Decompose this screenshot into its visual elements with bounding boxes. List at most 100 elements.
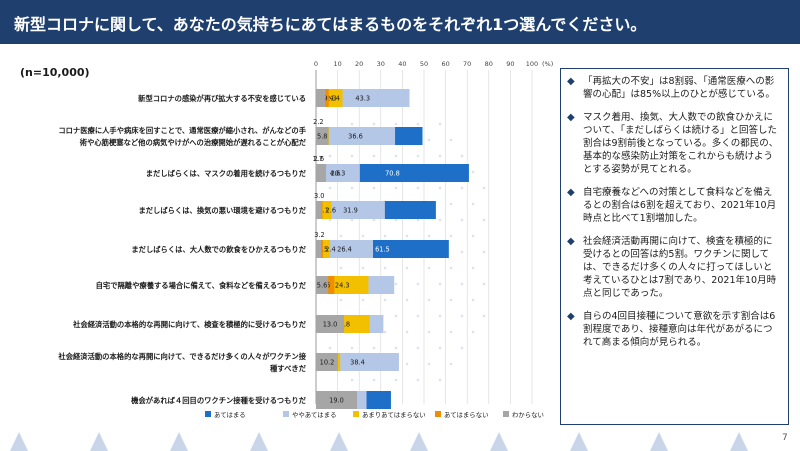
data-label: 61.5 — [375, 246, 390, 254]
pattern-dot — [372, 346, 376, 350]
pattern-dot — [449, 138, 453, 142]
finding-note: ◆ マスク着用、換気、大人数での飲食ひかえについて、「まだしばらくは続ける」と回答… — [567, 111, 780, 176]
bar-segment — [316, 201, 322, 219]
x-tick-label: 10 — [333, 60, 341, 68]
pattern-dot — [328, 154, 332, 158]
finding-text: 自宅療養などへの対策として食料などを備えるとの割合は6割を超えており、2021年… — [583, 187, 777, 224]
x-tick-label: 30 — [377, 60, 385, 68]
decoration-triangle — [570, 432, 588, 451]
pattern-dot — [471, 298, 475, 302]
pattern-dot — [416, 282, 420, 286]
pattern-dot — [383, 234, 387, 238]
pattern-dot — [350, 378, 354, 382]
bar-segment — [316, 164, 360, 182]
pattern-dot — [460, 186, 464, 190]
finding-text: 社会経済活動再開に向けて、検査を積極的に受けるとの回答は約5割。ワクチンに関して… — [583, 236, 777, 299]
data-label: 7.1 — [318, 207, 329, 215]
pattern-dot — [372, 378, 376, 382]
page-number: 7 — [782, 433, 788, 443]
pattern-dot — [383, 266, 387, 270]
x-tick-label: 70 — [463, 60, 471, 68]
pattern-dot — [471, 234, 475, 238]
diamond-bullet-icon: ◆ — [567, 112, 575, 123]
legend-label: あてはまる — [214, 411, 246, 419]
pattern-dot — [372, 154, 376, 158]
pattern-dot — [405, 298, 409, 302]
bar-segment — [316, 127, 396, 145]
pattern-dot — [416, 122, 420, 126]
bar-segment — [316, 164, 326, 182]
pattern-dot — [328, 346, 332, 350]
category-label: 種すべきだ — [270, 364, 307, 373]
data-label: 38.4 — [350, 359, 365, 367]
data-label: 2.4 — [325, 246, 336, 254]
pattern-dot — [405, 234, 409, 238]
bar-segment — [316, 391, 358, 409]
data-label: 6.5 — [318, 246, 329, 254]
data-label: 4.4 — [330, 95, 341, 103]
pattern-dot — [427, 266, 431, 270]
x-tick-label: 80 — [485, 60, 493, 68]
findings-panel: ◆ 「再拡大の不安」は8割弱、「通常医療への影響の心配」は85%以上のひとが感じて… — [560, 68, 789, 425]
pattern-dot — [416, 314, 420, 318]
data-label: 5.8 — [317, 133, 328, 141]
title-bar: 新型コロナに関して、あなたの気持ちにあてはまるものをそれぞれ1つ選んでください。 — [0, 0, 800, 44]
data-label: 13.0 — [323, 321, 338, 329]
pattern-dot — [361, 298, 365, 302]
decoration-triangle — [10, 432, 28, 451]
pattern-dot — [471, 202, 475, 206]
pattern-dot — [405, 266, 409, 270]
decoration-triangle — [490, 432, 508, 451]
pattern-dot — [471, 330, 475, 334]
pattern-dot — [372, 122, 376, 126]
data-label: 1.7 — [313, 155, 324, 163]
pattern-dot — [372, 218, 376, 222]
pattern-dot — [394, 282, 398, 286]
pattern-dot — [416, 218, 420, 222]
pattern-dot — [383, 330, 387, 334]
diamond-bullet-icon: ◆ — [567, 236, 575, 247]
category-label: まだしばらくは、マスクの着用を続けるつもりだ — [146, 169, 307, 178]
data-label: 10.2 — [320, 359, 335, 367]
pattern-dot — [460, 314, 464, 318]
finding-note: ◆ 「再拡大の不安」は8割弱、「通常医療への影響の心配」は85%以上のひとが感じて… — [567, 75, 780, 101]
pattern-dot — [339, 234, 343, 238]
pattern-dot — [394, 122, 398, 126]
legend-swatch — [205, 411, 211, 417]
bar-segment — [316, 89, 326, 107]
pattern-dot — [394, 346, 398, 350]
pattern-dot — [449, 234, 453, 238]
finding-text: 自らの4回目接種について意欲を示す割合は6割程度であり、接種意向は年代があがるに… — [583, 311, 776, 348]
legend-label: ややあてはまる — [292, 411, 336, 419]
legend-label: あてはまらない — [444, 411, 488, 419]
x-tick-label: 50 — [420, 60, 428, 68]
pattern-dot — [438, 346, 442, 350]
legend-label: あまりあてはまらない — [362, 411, 426, 419]
pattern-dot — [427, 330, 431, 334]
data-label: 36.6 — [348, 133, 363, 141]
pattern-dot — [438, 122, 442, 126]
x-tick-label: 100 — [526, 60, 538, 68]
pattern-dot — [460, 154, 464, 158]
pattern-dot — [471, 266, 475, 270]
pattern-dot — [405, 330, 409, 334]
pattern-dot — [394, 218, 398, 222]
x-tick-label: 20 — [355, 60, 363, 68]
pattern-dot — [438, 282, 442, 286]
pattern-dot — [427, 138, 431, 142]
pattern-dot — [394, 186, 398, 190]
pattern-dot — [471, 170, 475, 174]
pattern-dot — [449, 330, 453, 334]
decoration-triangle — [650, 432, 668, 451]
data-label: 12.3 — [322, 95, 337, 103]
pattern-dot — [339, 266, 343, 270]
pattern-dot — [350, 218, 354, 222]
data-label: 2.2 — [313, 118, 324, 126]
pattern-dot — [460, 218, 464, 222]
bar-segment — [316, 276, 329, 294]
pattern-dot — [482, 218, 486, 222]
pattern-dot — [350, 346, 354, 350]
decoration-triangle — [250, 432, 268, 451]
pattern-dot — [438, 154, 442, 158]
